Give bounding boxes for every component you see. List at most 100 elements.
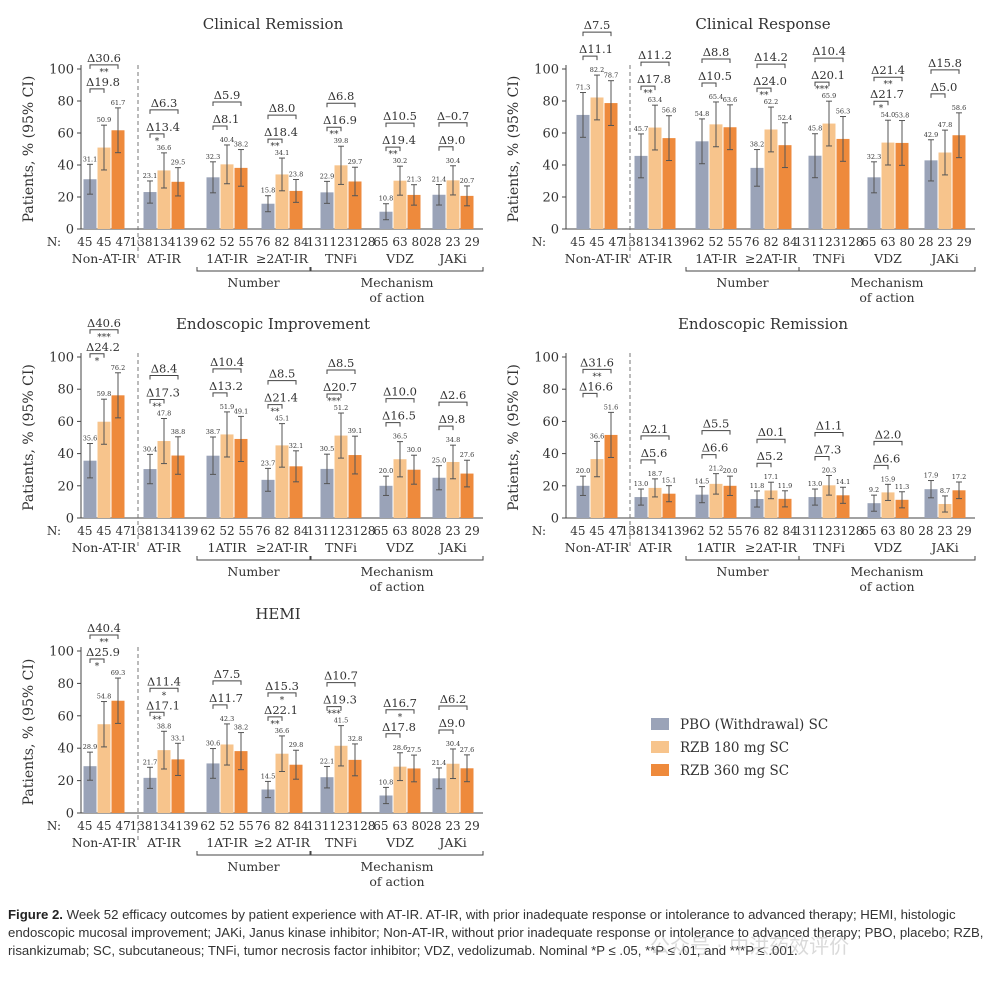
chart-panel-4: HEMI 0 20 40 60 80 100 Patients, % (95% CI) 28.9… [21, 605, 484, 889]
bar-pbo [320, 777, 334, 813]
data-label: 32.1 [289, 442, 303, 450]
delta-label: Δ5.9 [214, 88, 241, 102]
category-label: ≥2AT-IR [256, 540, 309, 555]
data-label: 82.2 [590, 66, 604, 74]
delta-label: Δ20.1 [811, 68, 845, 82]
delta-bracket [438, 122, 468, 127]
section-label-moa: of action [859, 579, 914, 594]
n-values: 131123128 [795, 524, 864, 538]
delta-bracket [326, 369, 356, 375]
delta-label: Δ24.2 [86, 340, 120, 354]
delta-label: Δ2.1 [642, 422, 669, 436]
delta-bracket [267, 716, 283, 721]
data-label: 28.9 [83, 743, 97, 751]
bar-rzb360 [111, 130, 125, 229]
data-label: 11.8 [750, 482, 764, 490]
bar-rzb180 [446, 180, 460, 229]
delta-label: Δ9.0 [439, 716, 466, 730]
bar-pbo [206, 177, 220, 229]
delta-label: Δ6.6 [702, 441, 729, 455]
bar-rzb180 [709, 483, 723, 518]
data-label: 78.7 [604, 72, 618, 80]
data-label: 34.8 [446, 436, 460, 444]
data-label: 65.9 [822, 92, 836, 100]
n-values: 45 45 47 [570, 524, 623, 538]
delta-bracket [212, 101, 242, 106]
delta-label: Δ10.4 [812, 44, 846, 58]
category-label: AT-IR [146, 251, 181, 266]
bar-rzb180 [275, 174, 289, 229]
bar-rzb180 [764, 129, 778, 229]
category-label: AT-IR [637, 540, 672, 555]
y-tick-label: 20 [57, 774, 74, 789]
delta-label: Δ7.3 [815, 443, 842, 457]
delta-label: Δ21.7 [870, 87, 904, 101]
y-tick-label: 100 [534, 351, 559, 366]
delta-bracket [212, 125, 228, 130]
bar-rzb360 [111, 395, 125, 518]
n-prefix: N: [532, 235, 546, 249]
y-tick-label: 20 [542, 479, 559, 494]
bar-rzb180 [764, 490, 778, 518]
section-label-number: Number [227, 275, 279, 290]
y-tick-label: 0 [66, 807, 74, 822]
delta-label: Δ18.4 [264, 125, 298, 139]
bar-rzb180 [590, 97, 604, 229]
data-label: 59.8 [97, 390, 111, 398]
data-label: 30.4 [143, 445, 157, 453]
significance-marker: ** [100, 638, 110, 648]
data-label: 54.8 [97, 693, 111, 701]
significance-marker: ** [153, 715, 163, 725]
y-tick-label: 20 [57, 191, 74, 206]
legend-label: RZB 360 mg SC [680, 763, 789, 779]
data-label: 35.6 [83, 434, 97, 442]
delta-bracket [385, 422, 401, 427]
section-label-number: Number [716, 275, 768, 290]
chart-panel-0: Clinical Remission 0 20 40 60 80 100 Patients, … [21, 15, 484, 305]
bar-rzb360 [234, 751, 248, 813]
data-label: 18.7 [648, 470, 662, 478]
y-tick-label: 80 [57, 677, 74, 692]
bar-pbo [432, 194, 446, 229]
delta-bracket [814, 432, 844, 437]
delta-bracket [582, 392, 598, 398]
data-label: 62.2 [764, 98, 778, 106]
bar-rzb180 [334, 745, 348, 813]
section-label-moa: Mechanism [850, 564, 923, 579]
data-label: 21.4 [432, 759, 446, 767]
delta-bracket [149, 399, 165, 404]
bar-rzb360 [460, 195, 474, 229]
chart-title: HEMI [255, 605, 300, 623]
n-values: 76 82 84 [744, 524, 798, 538]
delta-label: Δ17.8 [637, 72, 671, 86]
bar-pbo [83, 766, 97, 813]
bar-rzb180 [220, 164, 234, 229]
delta-bracket [438, 425, 454, 431]
bar-rzb180 [822, 123, 836, 229]
data-label: 36.5 [393, 433, 407, 441]
category-label: AT-IR [146, 540, 181, 555]
data-label: 28.6 [393, 744, 407, 752]
data-label: 14.5 [261, 772, 275, 780]
n-values: 45 45 47 [77, 524, 130, 538]
y-tick-label: 60 [542, 415, 559, 430]
data-label: 38.2 [234, 724, 248, 732]
bar-pbo [261, 789, 275, 813]
data-label: 50.9 [97, 116, 111, 124]
delta-bracket [89, 634, 119, 640]
bar-rzb360 [234, 167, 248, 229]
delta-bracket [438, 401, 468, 407]
delta-label: Δ20.7 [323, 380, 357, 394]
significance-marker: ** [593, 372, 603, 382]
data-label: 22.9 [320, 172, 334, 180]
bar-rzb360 [171, 759, 185, 813]
bar-pbo [206, 763, 220, 813]
significance-marker: ** [100, 68, 110, 78]
delta-label: Δ11.2 [638, 48, 672, 62]
significance-marker: ** [644, 89, 654, 99]
delta-label: Δ11.1 [579, 42, 613, 56]
n-values: 138134139 [621, 235, 690, 249]
delta-label: Δ13.4 [146, 120, 180, 134]
bar-pbo [750, 167, 764, 229]
caption-label: Figure 2. [8, 907, 63, 922]
